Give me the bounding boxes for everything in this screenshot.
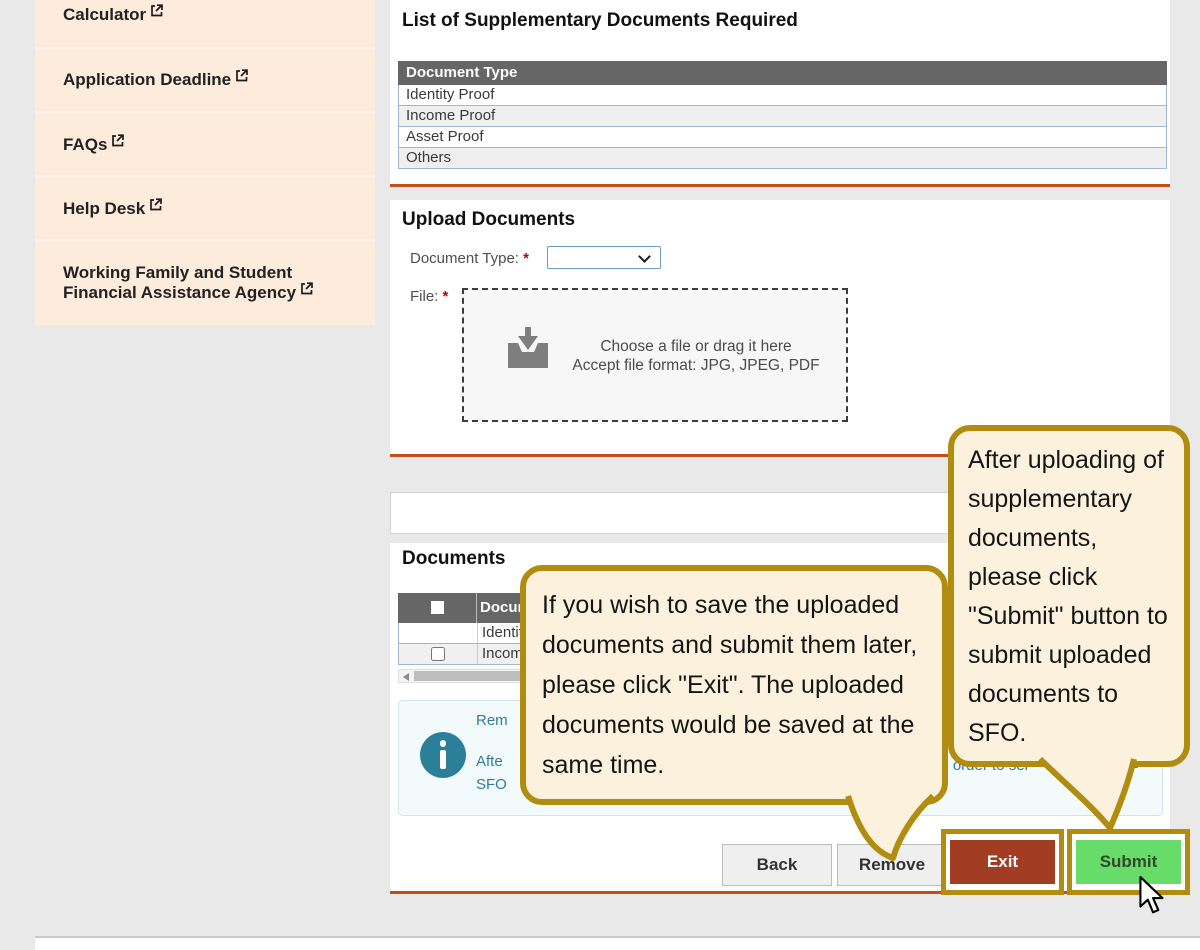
required-docs-table-header: Document Type [398, 61, 1167, 85]
table-row: Income Proof [398, 106, 1167, 127]
upload-heading: Upload Documents [402, 209, 576, 230]
sidebar-item-label: Working Family and Student Financial Ass… [63, 263, 297, 302]
submit-button[interactable]: Submit [1076, 840, 1181, 884]
cursor-icon [1138, 876, 1166, 921]
section-divider [390, 184, 1170, 187]
file-label: File: * [410, 288, 449, 305]
sidebar-item-faqs[interactable]: FAQs [35, 114, 375, 175]
exit-tip-callout-tail [845, 793, 936, 861]
required-docs-heading: List of Supplementary Documents Required [402, 10, 798, 31]
sidebar-separator [35, 175, 375, 178]
table-row: Identity Proof [398, 85, 1167, 106]
section-divider [390, 454, 1170, 457]
table-row: Asset Proof [398, 127, 1167, 148]
sidebar-separator [35, 47, 375, 50]
external-link-icon [149, 196, 163, 216]
section-divider [390, 891, 1170, 894]
external-link-icon [150, 2, 163, 22]
dropzone-line1: Choose a file or drag it here [600, 338, 792, 355]
dropzone-line2: Accept file format: JPG, JPEG, PDF [572, 357, 820, 374]
sidebar-item-calculator[interactable]: Calculator [35, 0, 375, 47]
submit-tip-callout-tail [1037, 756, 1137, 831]
dropzone-text: Choose a file or drag it here Accept fil… [552, 337, 840, 375]
sidebar-item-application-deadline[interactable]: Application Deadline [35, 50, 375, 111]
scrollbar-left-arrow-icon[interactable] [403, 673, 409, 681]
remove-button[interactable]: Remove [837, 844, 947, 886]
sidebar-item-label: Help Desk [63, 199, 146, 218]
required-asterisk: * [523, 250, 529, 267]
sidebar-item-label: FAQs [63, 135, 108, 154]
external-link-icon [235, 67, 248, 87]
info-text-fragment: Afte [476, 753, 503, 770]
select-all-checkbox[interactable] [431, 601, 444, 614]
column-divider [476, 593, 477, 623]
exit-button[interactable]: Exit [950, 840, 1055, 884]
exit-tip-callout: If you wish to save the uploaded documen… [520, 565, 948, 805]
sidebar-item-wfsfaa[interactable]: Working Family and Student Financial Ass… [35, 242, 375, 325]
submit-highlight-box: Submit [1067, 829, 1190, 895]
sidebar-separator [35, 111, 375, 114]
info-text-fragment: SFO [476, 776, 507, 793]
exit-highlight-box: Exit [941, 829, 1064, 895]
page-footer [35, 936, 1200, 950]
sidebar-item-label: Calculator [63, 5, 147, 24]
info-text-fragment: Rem [476, 712, 508, 729]
required-asterisk: * [442, 288, 449, 305]
table-row: Others [398, 148, 1167, 169]
sidebar: Calculator Application Deadline FAQs Hel… [35, 0, 375, 325]
submit-tip-callout: After uploading of supplementary documen… [948, 425, 1190, 767]
doc-type-label: Document Type: * [410, 250, 529, 267]
info-icon [420, 732, 466, 778]
upload-tray-icon [504, 326, 552, 377]
required-docs-table: Document Type Identity Proof Income Proo… [398, 61, 1167, 169]
external-link-icon [111, 132, 125, 152]
doc-type-select[interactable] [547, 246, 661, 269]
external-link-icon [300, 280, 313, 300]
back-button[interactable]: Back [722, 844, 832, 886]
sidebar-item-help-desk[interactable]: Help Desk [35, 178, 375, 239]
sidebar-separator [35, 239, 375, 242]
row-checkbox[interactable] [431, 647, 445, 661]
documents-heading: Documents [402, 548, 506, 569]
sidebar-item-label: Application Deadline [63, 70, 232, 89]
